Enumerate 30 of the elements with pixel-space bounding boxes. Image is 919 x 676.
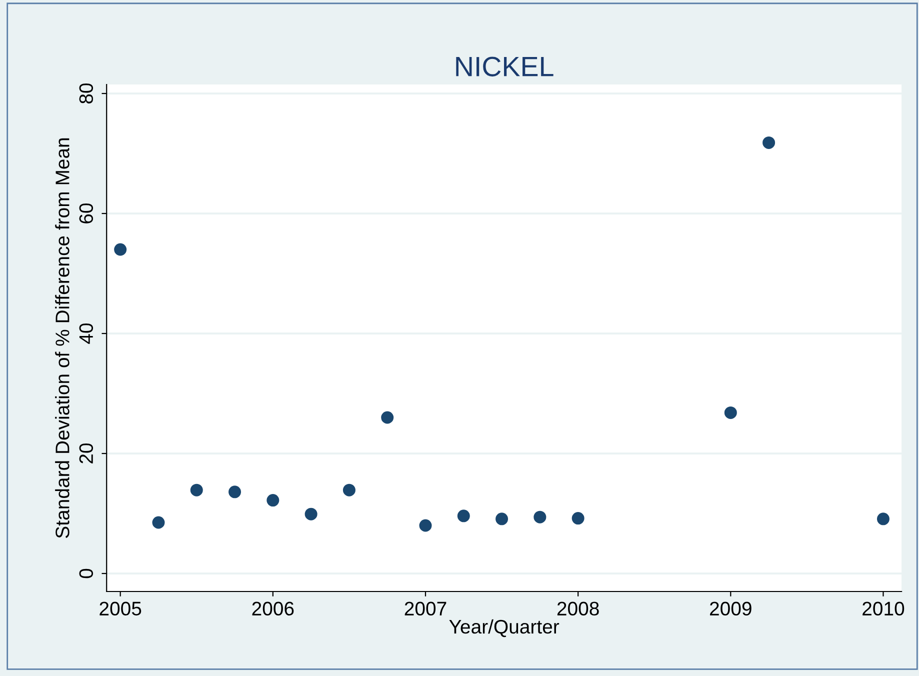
y-tick-label: 80 xyxy=(79,83,94,104)
x-tick-label: 2009 xyxy=(710,602,752,616)
point xyxy=(228,486,242,498)
y-tick-label: 40 xyxy=(79,323,94,344)
point xyxy=(190,484,203,496)
point xyxy=(572,512,584,525)
point xyxy=(266,494,280,507)
point xyxy=(534,510,546,524)
point xyxy=(876,512,890,526)
chart-title: NICKEL xyxy=(456,56,554,76)
x-tick-label: 2008 xyxy=(557,602,599,616)
y-tick-label: 20 xyxy=(79,443,94,464)
x-axis-title: Year/Quarter xyxy=(449,619,560,638)
point xyxy=(762,136,776,149)
point xyxy=(724,406,737,419)
point xyxy=(381,411,394,424)
point xyxy=(457,510,470,522)
x-tick-label: 2007 xyxy=(404,602,446,616)
x-tick-label: 2005 xyxy=(100,602,142,616)
y-axis-title: Standard Deviation of % Difference from Mean xyxy=(55,138,70,538)
y-tick-label: 60 xyxy=(79,203,94,224)
x-tick-label: 2010 xyxy=(862,602,904,616)
x-tick-label: 2006 xyxy=(252,602,294,616)
point xyxy=(419,519,432,532)
point xyxy=(342,484,356,496)
point xyxy=(114,243,127,256)
point xyxy=(152,516,165,529)
point xyxy=(496,512,508,526)
y-tick-label: 0 xyxy=(79,568,94,578)
point xyxy=(304,508,318,520)
